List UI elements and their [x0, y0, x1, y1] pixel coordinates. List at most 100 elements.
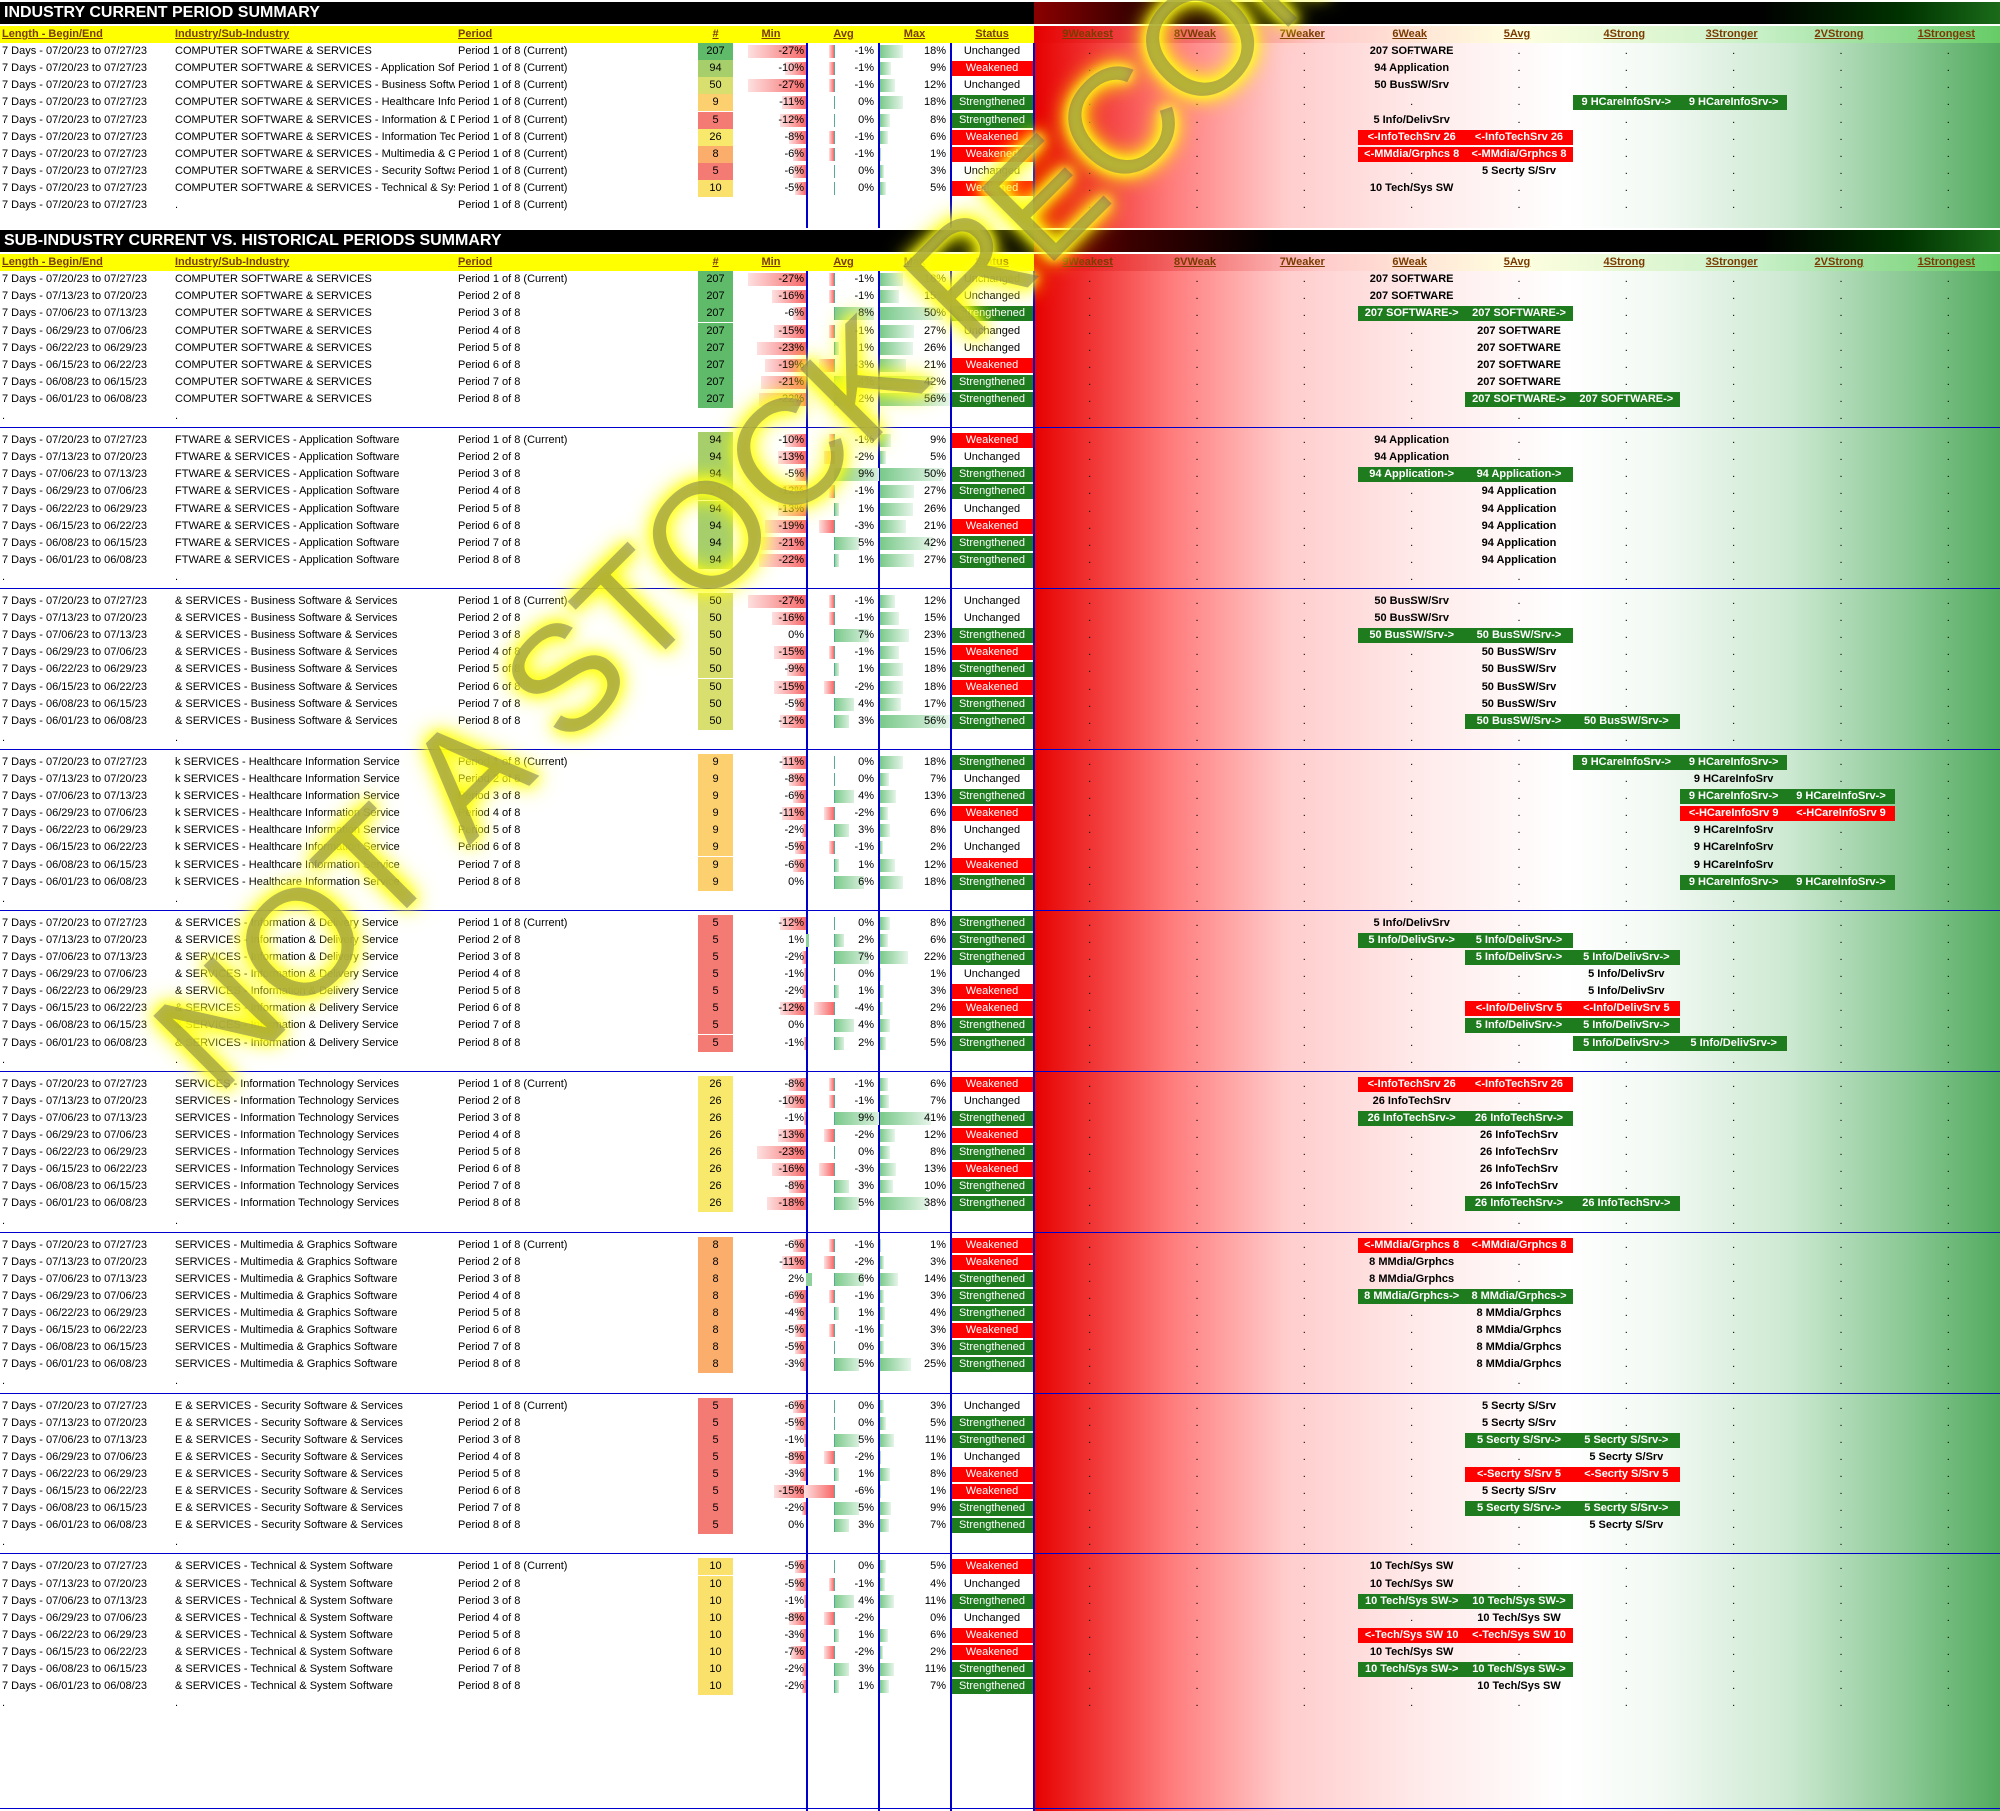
strength-marker: <-Info/DelivSrv 5: [1475, 1002, 1563, 1015]
max-value: 8%: [930, 1019, 946, 1032]
period-length: 7 Days - 07/06/23 to 07/13/23: [2, 307, 147, 320]
avg-axis: [834, 968, 835, 982]
scale-dot: .: [1839, 375, 1843, 388]
strength-marker: 94 Application: [1374, 62, 1450, 75]
min-bar: [795, 1416, 806, 1430]
industry-name: SERVICES - Multimedia & Graphics Softwar…: [175, 1324, 398, 1337]
scale-dot: .: [1195, 502, 1199, 515]
period-label: Period 1 of 8 (Current): [458, 96, 568, 109]
scale-dot: .: [1839, 1255, 1843, 1268]
scale-dot: .: [1946, 1272, 1950, 1285]
scale-dot: .: [1088, 1129, 1092, 1141]
status-label: Strengthened: [958, 468, 1026, 481]
scale-dot: .: [1302, 273, 1306, 286]
scale-header: 3Stronger: [1705, 28, 1758, 40]
avg-value: 0%: [858, 164, 874, 177]
strength-marker-bg: [1358, 129, 1466, 145]
column-header: Length - Begin/End: [2, 28, 103, 40]
scale-dot: .: [1302, 985, 1306, 998]
scale-dot: .: [1732, 130, 1736, 143]
scale-dot: .: [1946, 434, 1950, 447]
section-title: SUB-INDUSTRY CURRENT VS. HISTORICAL PERI…: [4, 232, 502, 250]
stock-count: 94: [709, 519, 722, 532]
industry-name: E & SERVICES - Security Software & Servi…: [175, 1399, 403, 1412]
period-label: Period 4 of 8: [458, 968, 521, 981]
scale-dot: .: [1195, 646, 1199, 659]
status-label: Weakened: [965, 985, 1019, 998]
min-value: -21%: [778, 375, 804, 388]
status-label: Strengthened: [958, 1663, 1026, 1675]
scale-dot: .: [1195, 147, 1199, 160]
scale-dot: .: [1624, 1697, 1628, 1710]
avg-value: 9%: [858, 1111, 874, 1124]
scale-dot: .: [1732, 1680, 1736, 1693]
scale-dot: .: [1088, 1611, 1092, 1624]
scale-dot: .: [1624, 807, 1628, 820]
status-label: Unchanged: [963, 79, 1021, 92]
period-length: 7 Days - 06/08/23 to 06/15/23: [2, 1502, 147, 1515]
scale-dot: .: [1302, 79, 1306, 92]
scale-dot: .: [1517, 1094, 1521, 1107]
max-value: 12%: [923, 858, 946, 871]
count-cell-bg: [698, 1414, 733, 1432]
period-label: Period 3 of 8: [458, 1272, 521, 1285]
avg-axis: [834, 933, 835, 947]
period-length: 7 Days - 07/20/23 to 07/27/23: [2, 273, 147, 286]
avg-value: 0%: [858, 1560, 874, 1573]
scale-dot: .: [1732, 1399, 1736, 1412]
max-bar: [880, 790, 897, 804]
blank-dot: .: [2, 892, 6, 905]
industry-name: COMPUTER SOFTWARE & SERVICES: [175, 273, 372, 286]
strength-marker: 5 Secrty S/Srv: [1481, 1416, 1556, 1429]
avg-value: 2%: [858, 392, 874, 405]
scale-dot: .: [1517, 96, 1521, 109]
scale-dot: .: [1624, 1146, 1628, 1159]
scale-dot: .: [1410, 1019, 1414, 1032]
period-label: Period 5 of 8: [458, 663, 521, 676]
avg-axis: [834, 916, 835, 930]
avg-axis: [834, 1238, 835, 1252]
strength-marker: <-MMdia/Grphcs 8: [1364, 1238, 1460, 1251]
period-label: Period 4 of 8: [458, 646, 521, 659]
avg-value: 0%: [858, 755, 874, 768]
period-length: 7 Days - 06/01/23 to 06/08/23: [2, 553, 147, 566]
strength-marker-bg: [1358, 306, 1466, 322]
scale-dot: .: [1946, 307, 1950, 320]
scale-dot: .: [1088, 96, 1092, 109]
period-length: 7 Days - 07/20/23 to 07/27/23: [2, 113, 147, 126]
scale-dot: .: [1732, 612, 1736, 625]
blank-dot: .: [2, 1536, 6, 1549]
scale-dot: .: [1088, 714, 1092, 727]
scale-dot: .: [1195, 1077, 1199, 1090]
scale-dot: .: [1946, 1238, 1950, 1251]
scale-dot: .: [1732, 570, 1736, 583]
max-value: 7%: [930, 1519, 946, 1532]
scale-dot: .: [1732, 392, 1736, 405]
scale-dot: .: [1946, 1111, 1950, 1124]
strength-marker: 50 BusSW/Srv->: [1476, 629, 1562, 642]
avg-bar: [814, 1002, 834, 1016]
avg-axis: [834, 824, 835, 838]
scale-dot: .: [1732, 468, 1736, 481]
industry-name: & SERVICES - Business Software & Service…: [175, 629, 398, 642]
scale-header: 1Strongest: [1917, 28, 1976, 40]
scale-dot: .: [1839, 519, 1843, 532]
industry-name: SERVICES - Information Technology Servic…: [175, 1094, 399, 1107]
avg-bar: [834, 502, 839, 516]
scale-dot: .: [1839, 199, 1843, 211]
strength-marker: <-InfoTechSrv 26: [1474, 1077, 1564, 1090]
scale-dot: .: [1517, 680, 1521, 693]
scale-dot: .: [1195, 933, 1199, 946]
scale-dot: .: [1517, 755, 1521, 768]
scale-dot: .: [1302, 714, 1306, 727]
scale-dot: .: [1088, 1485, 1092, 1497]
scale-dot: .: [1410, 824, 1414, 837]
max-bar: [880, 1594, 894, 1608]
scale-dot: .: [1732, 1272, 1736, 1285]
scale-dot: .: [1410, 646, 1414, 659]
scale-dot: .: [1410, 1358, 1414, 1371]
scale-dot: .: [1839, 341, 1843, 354]
industry-name: COMPUTER SOFTWARE & SERVICES: [175, 290, 372, 303]
count-cell-bg: [698, 43, 733, 61]
min-bar: [793, 1289, 806, 1303]
